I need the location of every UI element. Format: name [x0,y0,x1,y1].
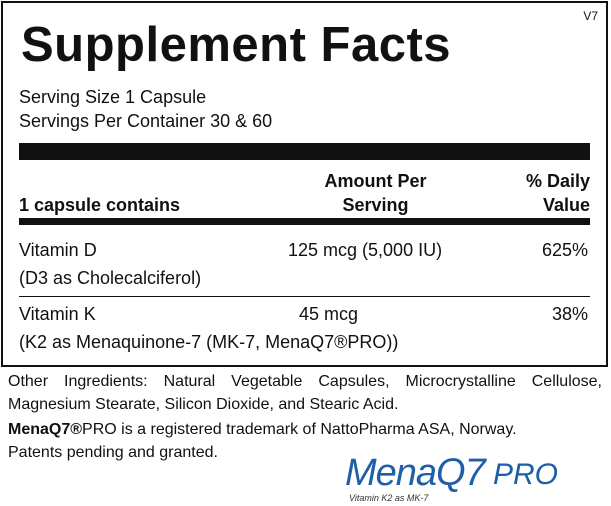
version: V7 [583,9,598,23]
logo-tagline: Vitamin K2 as MK-7 [349,493,429,503]
patents: Patents pending and granted. [8,444,218,461]
trademark: MenaQ7®PRO is a registered trademark of … [8,421,517,439]
serving-size: Serving Size 1 Capsule [19,87,207,107]
row-detail: (K2 as Menaquinone-7 (MK-7, MenaQ7®PRO)) [19,332,399,352]
servings-per-container: Servings Per Container 30 & 60 [19,111,273,131]
logo: MenaQ7 PRO Vitamin K2 as MK-7 [345,452,570,504]
logo-name: MenaQ7 [345,452,486,494]
header-amount: Amount Per Serving [324,171,427,215]
trademark-text: PRO is a registered trademark of NattoPh… [82,421,517,438]
header-contains: 1 capsule contains [19,195,181,215]
divider [19,143,590,160]
row-daily-value: 38% [551,304,588,324]
header-daily-value: % Daily Value [525,171,590,215]
row-amount: 45 mcg [299,304,359,324]
row-detail: (D3 as Cholecalciferol) [19,268,202,288]
title: Supplement Facts [21,18,452,72]
row-name: Vitamin K [19,304,96,324]
row-amount: 125 mcg (5,000 IU) [288,240,443,260]
trademark-brand: MenaQ7® [8,421,83,438]
row-name: Vitamin D [19,240,97,260]
logo-suffix: PRO [493,458,559,491]
divider [19,296,590,297]
divider [19,218,590,225]
facts-box: V7 Supplement Facts Serving Size 1 Capsu… [1,1,608,367]
row-daily-value: 625% [541,240,588,260]
other-ingredients: Other Ingredients: Natural Vegetable Cap… [8,373,602,413]
